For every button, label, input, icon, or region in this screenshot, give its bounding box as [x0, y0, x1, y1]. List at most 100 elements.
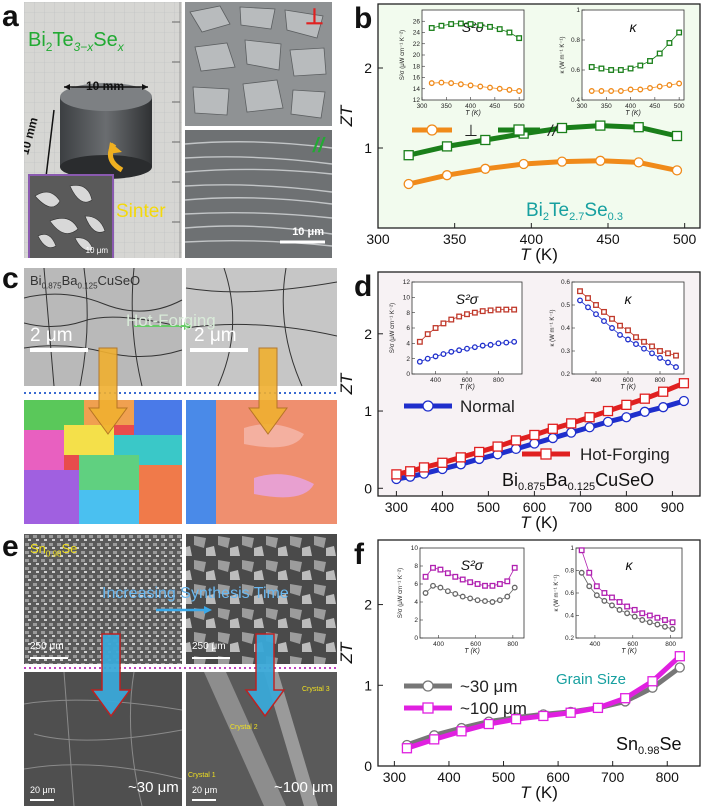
chart-f-xtick-label-2: 500 [492, 769, 516, 785]
chart-d-inset-kappa-ylabel: κ (W m⁻¹ K⁻¹) [550, 310, 556, 347]
chart-d-inset-kappa-xtick-label-2: 800 [655, 377, 666, 384]
chart-d-series-1-point-6 [492, 441, 503, 452]
scale-tr: 250 μm [192, 641, 226, 652]
chart-f-inset-s2s-ytick-label-4: 8 [414, 563, 418, 570]
chart-b-inset-kappa-series-0-point-5 [637, 62, 644, 69]
chart-f-inset-kappa-ytick-label-4: 1 [570, 545, 574, 552]
chart-d-inset-s2s-xtick-label-2: 800 [493, 377, 504, 384]
chart-b-series-1-point-0 [403, 150, 414, 161]
legend-b-label-0: ⊥ [464, 123, 478, 140]
chart-d-inset-kappa-series-0-point-10 [657, 348, 663, 354]
legend-b-marker-0 [426, 124, 438, 136]
chart-f-inset-s2s-series-1-point-1 [430, 582, 436, 589]
chart-d-inset-s2s-ytick-label-1: 2 [406, 356, 410, 363]
chart-b-inset-kappa-title: κ [630, 19, 638, 35]
chart-d-inset-kappa-series-1-point-4 [609, 325, 615, 331]
chart-f-series-1-point-10 [674, 651, 685, 662]
chart-f-inset-s2s-series-0-point-2 [437, 566, 444, 573]
chart-d-inset-s2s-ytick-label-6: 12 [403, 279, 411, 286]
chart-f-inset-s2s-series-0-point-0 [422, 573, 429, 580]
chart-b-inset-s2s-ytick-label-3: 18 [413, 63, 421, 70]
chart-f-inset-s2s-series-1-point-5 [459, 593, 466, 600]
legend-b-marker-1 [513, 124, 525, 136]
chart-b-inset-s2s-series-0-point-7 [496, 26, 503, 33]
chart-d-inset-kappa-series-1-point-11 [665, 359, 671, 366]
chart-f-inset-s2s-xtick-label-1: 600 [470, 641, 481, 648]
chart-f-inset-s2s-series-1-point-4 [452, 590, 459, 597]
chart-d-series-0-point-13 [621, 412, 632, 423]
chart-d-inset-s2s-series-0-point-1 [424, 331, 431, 338]
chart-b-inset-s2s-xtick-label-2: 400 [465, 103, 476, 110]
panel-label-c: c [2, 262, 19, 295]
chart-f-xtick-label-0: 300 [383, 769, 407, 785]
crystal-3: Crystal 3 [302, 686, 330, 693]
chart-d-inset-kappa: 400 600 800 0.2 0.3 0.4 0.5 0.6 T (K) κ (W m⁻¹ K⁻… [550, 279, 685, 391]
chart-f-inset-s2s-series-1-point-7 [474, 597, 481, 604]
chart-d-inset-kappa-series-0-point-4 [609, 315, 615, 322]
chart-b-inset-s2s-series-1-point-0 [428, 80, 435, 87]
chart-d-inset-s2s-ylabel: S²σ (μW cm⁻¹ K⁻²) [390, 303, 396, 353]
chart-b-ytick-label-0: 1 [364, 140, 372, 156]
chart-b-ytick-label-1: 2 [364, 60, 372, 76]
chart-b-inset-kappa-series-1-point-1 [598, 88, 605, 94]
chart-f-inset-s2s-xtick-label-2: 800 [507, 641, 518, 648]
inset-sem-powder: 10 μm [28, 174, 114, 258]
chart-f-inset-kappa-ytick-label-2: 0.6 [565, 590, 574, 597]
sem-block-e: Sn0.98Se Increasing Synthesis Time 250 μ… [24, 534, 337, 806]
sem-scale: 10 μm [292, 226, 324, 238]
chart-d-series-1-point-3 [437, 457, 448, 468]
chart-f-series-1-point-8 [620, 693, 631, 704]
chart-d-inset-kappa-ytick-label-4: 0.6 [561, 279, 570, 286]
chart-b-inset-kappa-ytick-label-0: 0.4 [571, 97, 580, 104]
chart-f-inset-kappa-series-1-point-2 [593, 592, 600, 599]
chart-f-inset-kappa-series-0-point-7 [631, 606, 638, 613]
chart-b-xtick-label-4: 500 [673, 231, 697, 247]
chart-d-inset-kappa-series-0-point-9 [649, 343, 655, 350]
chart-d-inset-kappa-series-0-point-7 [633, 334, 639, 341]
chart-b-inset-kappa-series-0-point-2 [608, 67, 615, 73]
chart-b-inset-s2s-series-0-point-5 [477, 22, 484, 29]
chart-d-inset-kappa-series-0-point-8 [641, 338, 647, 345]
chart-d-xlabel: T (K) [520, 513, 558, 532]
chart-d-inset-kappa-xtick-label-1: 600 [623, 377, 634, 384]
chart-b-inset-s2s-ytick-label-6: 24 [413, 30, 421, 37]
chart-f-series-1-point-1 [429, 734, 440, 745]
chart-d-series-0-point-16 [678, 395, 690, 407]
chart-b-inset-s2s-series-0-point-0 [428, 25, 435, 31]
chart-b-inset-kappa-series-0-point-9 [676, 29, 683, 36]
chart-b-inset-s2s-ytick-label-4: 20 [413, 52, 421, 59]
chart-b-inset-s2s-series-0-point-3 [457, 20, 464, 27]
chart-d-inset-kappa-xtick-label-0: 400 [591, 377, 602, 384]
chart-b-inset-s2s-xtick-label-1: 350 [441, 103, 452, 110]
chart-f-inset-kappa: 400 600 800 0.2 0.4 0.6 0.8 1 T (K) κ (W m⁻¹ K⁻¹)… [554, 545, 683, 655]
legend-f-label-0: ~30 μm [460, 677, 518, 696]
chart-d-inset-s2s-series-1-point-0 [416, 358, 423, 365]
chart-f-inset-s2s-series-1-point-0 [422, 590, 429, 596]
chart-f-inset-s2s-series-1-point-11 [504, 593, 511, 600]
chart-d-inset-kappa-series-1-point-0 [577, 297, 583, 304]
chart-f-inset-kappa-series-0-point-3 [601, 590, 608, 596]
chart-f-inset-kappa-frame [575, 547, 683, 639]
chart-b-inset-s2s-series-0-point-1 [438, 22, 445, 29]
chart-b-inset-kappa-series-1-point-6 [647, 85, 653, 91]
photo-pellet: Bi2Te3−xSex 10 mm 10 mm Sinter 10 μm [24, 2, 182, 258]
chart-f-inset-kappa-ylabel: κ (W m⁻¹ K⁻¹) [554, 575, 560, 612]
increasing-time-label: Increasing Synthesis Time [102, 585, 289, 602]
chart-d-inset-s2s-series-0-point-3 [440, 320, 447, 327]
chart-b-inset-kappa-series-1-point-9 [676, 80, 683, 87]
chart-d-series-0-point-11 [584, 422, 595, 433]
chart-b-inset-kappa-ytick-label-3: 1 [576, 7, 580, 14]
chart-f-inset-kappa-series-0-point-8 [639, 610, 646, 617]
chart-d-inset-s2s-series-0-point-10 [495, 306, 502, 313]
chart-d-series-1-point-13 [621, 399, 632, 411]
sem-e-title: Sn0.98Se [30, 541, 78, 559]
chart-b-inset-s2s-series-0-line [431, 23, 520, 39]
chart-f-inset-s2s-xtick-label-0: 400 [433, 641, 444, 648]
chart-b-series-0-point-7 [671, 165, 683, 176]
chart-d-inset-kappa-series-1-point-9 [649, 350, 655, 357]
chart-d-legend: Normal Hot-Forging [404, 397, 670, 464]
ebsd-title: Bi0.875Ba0.125CuSeO [30, 273, 141, 291]
chart-d-series-1-point-7 [510, 435, 522, 446]
chart-f-inset-s2s-series-0-point-7 [474, 581, 481, 587]
chart-d-series-1-point-11 [584, 412, 595, 423]
